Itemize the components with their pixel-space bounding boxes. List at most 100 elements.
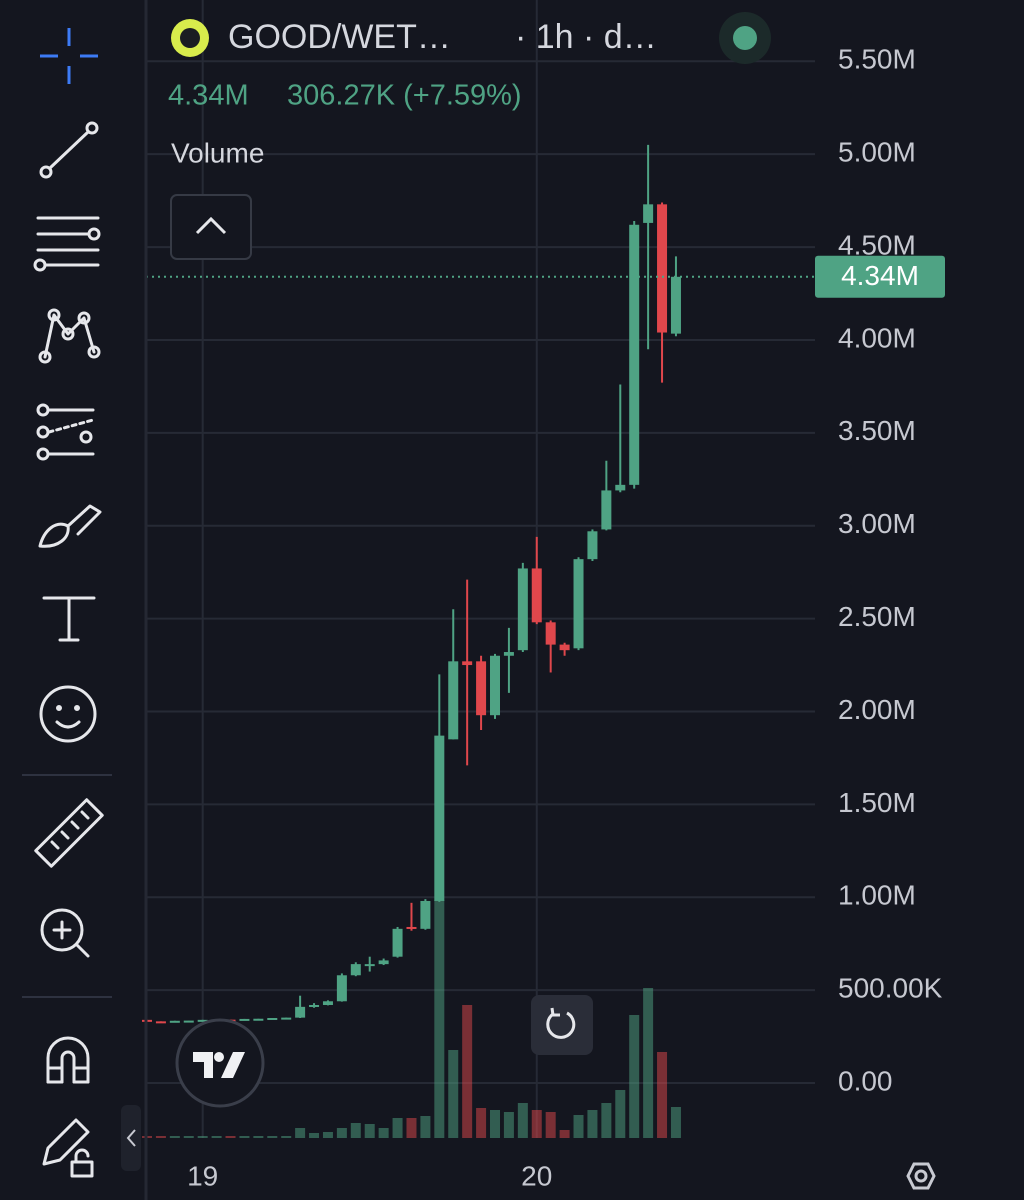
candle-body — [573, 559, 584, 649]
candle-body — [267, 1017, 278, 1020]
y-tick-label: 5.50M — [838, 44, 916, 75]
candle-body — [309, 1004, 320, 1007]
volume-bar — [225, 1136, 236, 1138]
volume-bar — [448, 1050, 459, 1138]
candle-body — [517, 568, 528, 651]
crosshair-tool[interactable] — [40, 28, 98, 84]
tradingview-logo-button[interactable] — [175, 1018, 265, 1108]
volume-bar — [629, 1015, 640, 1138]
volume-bar — [281, 1136, 292, 1138]
volume-bar — [155, 1136, 166, 1138]
candle-body — [406, 926, 417, 929]
volume-bar — [420, 1116, 431, 1138]
candle-body — [253, 1018, 264, 1021]
volume-bar — [657, 1052, 668, 1138]
y-tick-label: 4.50M — [838, 229, 916, 260]
last-price-label: 4.34M — [841, 260, 919, 291]
volume-bar — [559, 1130, 570, 1138]
fib-tool[interactable] — [33, 216, 101, 272]
volume-bar — [267, 1136, 278, 1138]
candle-body — [281, 1017, 292, 1020]
y-tick-label: 3.00M — [838, 508, 916, 539]
overlay-layer: 0.00 500.00K 1.00M 1.50M 2.00M 2.50M 3.00M 3.50… — [146, 44, 945, 1191]
volume-bar — [336, 1128, 347, 1138]
volume-bar — [434, 900, 445, 1138]
volume-bar — [350, 1123, 361, 1138]
volume-bar — [670, 1107, 681, 1138]
candle-body — [643, 204, 654, 223]
magnet-tool[interactable] — [46, 1036, 90, 1084]
candle-body — [503, 652, 514, 656]
volume-bar — [490, 1110, 500, 1138]
reset-chart-button[interactable] — [531, 995, 593, 1055]
candle-body — [448, 661, 459, 740]
ruler-tool[interactable] — [34, 798, 104, 868]
volume-bar — [197, 1136, 208, 1138]
y-tick-label: 1.50M — [838, 787, 916, 818]
volume-bar — [392, 1118, 403, 1138]
candle-body — [559, 644, 570, 651]
candle-body — [197, 1019, 208, 1022]
trendline-tool[interactable] — [39, 121, 99, 179]
y-tick-label: 5.00M — [838, 137, 916, 168]
volume-bar — [364, 1124, 375, 1138]
volume-bar — [239, 1136, 250, 1138]
candle-body — [239, 1018, 250, 1021]
pattern-tool[interactable] — [38, 308, 101, 364]
y-tick-label: 2.50M — [838, 601, 916, 632]
collapse-toolbar-button[interactable] — [121, 1105, 141, 1171]
settings-button[interactable] — [906, 1162, 936, 1190]
volume-bar — [322, 1132, 333, 1138]
candle-body — [155, 1021, 166, 1024]
candle-body — [587, 531, 598, 560]
y-tick-label: 3.50M — [838, 415, 916, 446]
volume-bar — [183, 1136, 194, 1138]
emoji-tool[interactable] — [39, 685, 97, 743]
volume-bar — [378, 1128, 389, 1138]
volume-bar — [573, 1115, 584, 1138]
settings-icon-center — [914, 1169, 928, 1183]
candle-body — [350, 964, 361, 976]
volume-bar — [531, 1110, 542, 1138]
volume-legend: Volume — [171, 137, 264, 168]
y-tick-label: 2.00M — [838, 694, 916, 725]
forecast-tool[interactable] — [36, 403, 95, 461]
y-tick-label: 4.00M — [838, 322, 916, 353]
zoom-tool[interactable] — [40, 908, 90, 958]
candle-body — [295, 1006, 306, 1018]
symbol-name[interactable]: GOOD/WET… — [228, 18, 451, 56]
volume-bar — [503, 1112, 514, 1138]
collapse-legend-button[interactable] — [170, 194, 252, 260]
candle-body — [434, 735, 445, 901]
volume-bar — [253, 1136, 264, 1138]
volume-bar — [169, 1136, 180, 1138]
candle-body — [364, 964, 375, 967]
interval[interactable]: · 1h · d… — [515, 18, 657, 56]
volume-bar — [476, 1108, 487, 1138]
volume-bar — [406, 1118, 417, 1138]
reset-icon-arrow — [550, 1007, 560, 1017]
candle-body — [490, 655, 500, 716]
volume-bar — [601, 1103, 612, 1138]
volume-bar — [462, 1005, 473, 1138]
volume-bar — [643, 988, 654, 1138]
market-status — [733, 26, 757, 50]
candle-layer — [142, 144, 681, 1024]
symbol-logo-face — [180, 28, 200, 48]
y-tick-label: 500.00K — [838, 973, 943, 1004]
lock-drawings-tool[interactable] — [42, 1118, 94, 1178]
candle-body — [462, 661, 473, 666]
candle-body — [670, 276, 681, 334]
tradingview-logo-dot — [214, 1052, 224, 1062]
candle-body — [476, 661, 487, 716]
candle-body — [629, 224, 640, 485]
candle-body — [392, 928, 403, 957]
chevron-up — [195, 216, 227, 235]
text-tool[interactable] — [42, 596, 96, 642]
candle-body — [169, 1020, 180, 1023]
y-tick-label: 0.00 — [838, 1065, 893, 1096]
candle-body — [545, 622, 556, 645]
candle-body — [657, 204, 668, 333]
brush-tool[interactable] — [38, 504, 102, 548]
